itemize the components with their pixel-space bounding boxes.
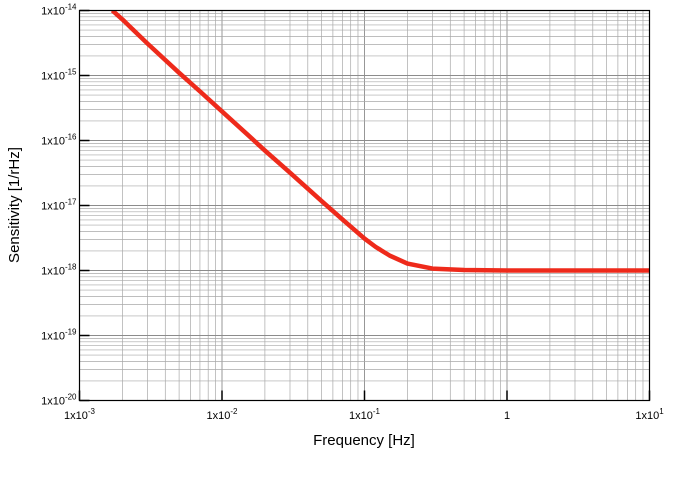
y-tick-label: 1x10-20 — [41, 393, 77, 408]
x-axis-label: Frequency [Hz] — [313, 432, 415, 449]
y-tick-label: 1x10-17 — [41, 198, 77, 213]
y-tick-label: 1x10-15 — [41, 68, 77, 83]
y-tick-label: 1x10-18 — [41, 263, 77, 278]
x-tick-label: 1x10-2 — [207, 407, 239, 422]
label-layer: 1x10-3 1x10-2 1x10-1 1 1x101 1x10-20 1x10-19 1x… — [41, 3, 664, 423]
x-tick-label: 1 — [504, 410, 510, 422]
x-tick-label: 1x10-1 — [349, 407, 381, 422]
tick-layer — [78, 9, 651, 402]
series-layer — [110, 10, 650, 273]
y-tick-label: 1x10-14 — [41, 3, 77, 18]
x-tick-label: 1x10-3 — [64, 407, 96, 422]
y-tick-label: 1x10-19 — [41, 328, 77, 343]
y-axis-label: Sensitivity [1/rHz] — [6, 147, 23, 263]
x-tick-label: 1x101 — [635, 407, 664, 422]
grid-layer — [79, 10, 650, 401]
sensitivity-curve — [110, 10, 650, 273]
y-tick-label: 1x10-16 — [41, 133, 77, 148]
